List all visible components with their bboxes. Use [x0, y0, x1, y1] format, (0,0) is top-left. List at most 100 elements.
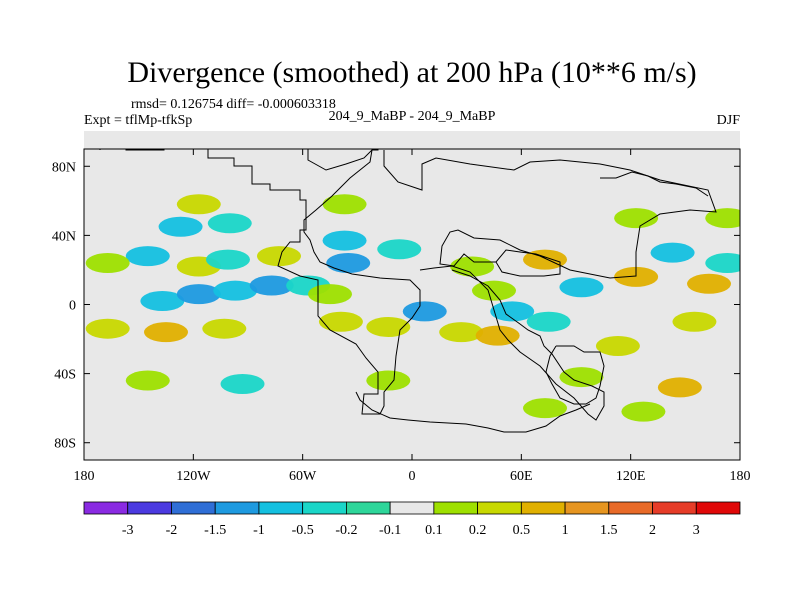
case-label: 204_9_MaBP - 204_9_MaBP	[329, 109, 496, 124]
x-tick-label: 0	[409, 469, 416, 484]
divergence-cell-44	[322, 194, 367, 215]
colorbar-label: -2	[166, 523, 178, 538]
divergence-cell-17	[377, 239, 422, 260]
x-tick-label: 180	[730, 469, 751, 484]
divergence-cell-28	[559, 277, 604, 298]
divergence-cell-9	[125, 246, 170, 267]
divergence-cell-2	[176, 284, 221, 305]
axes: 180 120W 60W 0 60E 120E 180 80N 40N 0 40S 80S	[52, 149, 751, 484]
divergence-cell-15	[322, 230, 367, 251]
divergence-cell-40	[559, 367, 604, 388]
colorbar-swatch-4	[258, 501, 304, 515]
colorbar-label: -1	[253, 523, 265, 538]
colorbar: -3 -2 -1.5 -1 -0.5 -0.2 -0.1 0.1 0.2 0.5 1 1.5 2 3	[83, 501, 741, 538]
colorbar-label: -0.2	[335, 523, 357, 538]
greenland-outline	[307, 149, 373, 171]
x-tick-label: 60E	[510, 469, 533, 484]
colorbar-label: 0.2	[469, 523, 487, 538]
season-label: DJF	[717, 113, 741, 128]
divergence-cell-13	[158, 216, 203, 237]
colorbar-label: 1	[562, 523, 569, 538]
colorbar-label: 0.5	[513, 523, 531, 538]
divergence-cell-11	[205, 249, 250, 270]
divergence-cell-36	[220, 373, 265, 394]
colorbar-swatch-5	[302, 501, 347, 515]
colorbar-swatch-7	[389, 501, 435, 515]
divergence-cell-19	[318, 311, 363, 332]
divergence-cell-24	[490, 301, 535, 322]
siberia-outline	[600, 171, 709, 197]
divergence-cell-18	[308, 284, 352, 305]
divergence-cell-46	[614, 208, 659, 229]
x-tick-label: 180	[74, 469, 95, 484]
eurasia-outline	[383, 150, 717, 279]
y-tick-label: 40S	[54, 368, 76, 383]
divergence-cell-43	[176, 194, 221, 215]
colorbar-label: -1.5	[204, 523, 226, 538]
divergence-cell-12	[256, 246, 301, 267]
divergence-cell-34	[595, 335, 640, 356]
colorbar-swatch-1	[127, 501, 172, 515]
colorbar-swatch-14	[695, 501, 741, 515]
divergence-cell-21	[402, 301, 447, 322]
colorbar-swatch-12	[608, 501, 653, 515]
y-tick-label: 80N	[52, 160, 76, 175]
divergence-cell-3	[213, 280, 258, 301]
chart-title: Divergence (smoothed) at 200 hPa (10**6 …	[127, 56, 696, 89]
divergence-cell-14	[207, 213, 252, 234]
x-tick-label: 120E	[616, 469, 646, 484]
divergence-cell-45	[705, 208, 740, 229]
divergence-cell-32	[705, 253, 740, 274]
colorbar-label: -3	[122, 523, 134, 538]
continent-outlines	[99, 149, 717, 433]
divergence-cell-25	[439, 322, 484, 343]
divergence-cell-35	[526, 311, 571, 332]
divergence-cell-8	[202, 318, 247, 339]
y-tick-label: 80S	[54, 437, 76, 452]
divergence-cell-37	[125, 370, 170, 391]
divergence-cell-41	[523, 398, 568, 419]
divergence-cell-1	[140, 291, 185, 312]
divergence-cell-6	[85, 318, 130, 339]
divergence-cell-30	[650, 242, 695, 263]
divergence-cell-23	[472, 280, 516, 301]
antarctica-outline	[355, 391, 591, 433]
divergence-cell-38	[366, 370, 411, 391]
x-tick-label: 120W	[176, 469, 211, 484]
divergence-cell-7	[144, 322, 188, 343]
divergence-cell-42	[621, 401, 666, 422]
x-tick-label: 60W	[289, 469, 317, 484]
africa-outline	[419, 265, 605, 421]
divergence-cell-33	[672, 311, 717, 332]
colorbar-label: -0.5	[292, 523, 314, 538]
experiment-label: Expt = tflMp-tfkSp	[84, 113, 192, 128]
stats-label: rmsd= 0.126754 diff= -0.000603318	[131, 97, 336, 112]
divergence-cell-39	[657, 377, 702, 398]
divergence-cell-16	[326, 253, 371, 274]
colorbar-swatch-2	[171, 501, 216, 515]
divergence-cell-22	[450, 256, 495, 277]
colorbar-label: 0.1	[425, 523, 443, 538]
colorbar-label: 3	[693, 523, 700, 538]
colorbar-label: -0.1	[379, 523, 401, 538]
divergence-cell-26	[475, 325, 520, 346]
colorbar-label: 1.5	[600, 523, 618, 538]
divergence-cell-4	[249, 275, 294, 296]
colorbar-swatch-13	[652, 501, 697, 515]
colorbar-swatch-6	[345, 501, 391, 515]
colorbar-swatch-3	[214, 501, 260, 515]
y-tick-label: 40N	[52, 229, 76, 244]
colorbar-swatch-8	[433, 501, 479, 515]
colorbar-swatch-9	[477, 501, 522, 515]
divergence-cell-47	[85, 253, 130, 274]
y-tick-label: 0	[69, 299, 76, 314]
australia-outline	[545, 345, 605, 405]
divergence-cell-31	[687, 273, 732, 294]
colorbar-label: 2	[649, 523, 656, 538]
divergence-cell-0	[103, 291, 148, 312]
colorbar-swatch-10	[520, 501, 566, 515]
americas-outline	[99, 149, 421, 415]
divergence-cell-29	[614, 266, 659, 287]
colorbar-swatch-0	[83, 501, 129, 515]
